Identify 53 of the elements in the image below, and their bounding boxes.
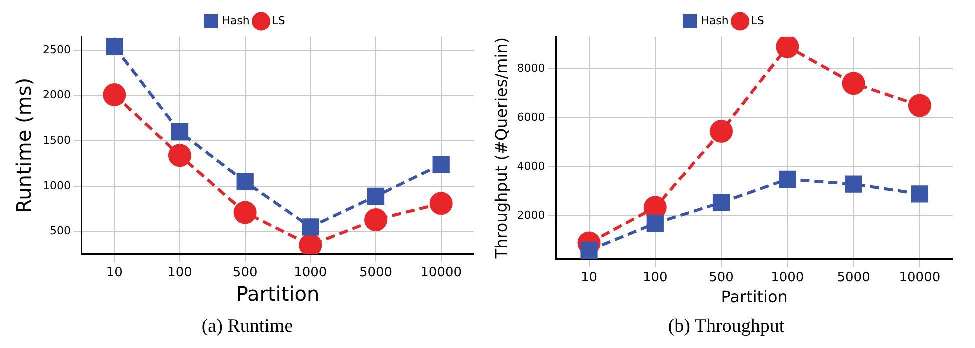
point — [580, 242, 598, 260]
point — [103, 83, 126, 106]
x-tick-label: 100 — [168, 266, 192, 281]
point — [367, 188, 385, 205]
legend-label: LS — [751, 14, 764, 28]
point — [430, 192, 453, 216]
y-tick-label: 2000 — [42, 88, 71, 102]
point — [911, 186, 929, 203]
point — [236, 173, 254, 191]
point — [299, 234, 322, 254]
x-tick-label: 5000 — [359, 266, 393, 281]
point — [779, 170, 796, 188]
x-tick-label: 10 — [106, 266, 123, 281]
x-tick-label: 1000 — [294, 266, 328, 281]
text: (a) Runtime — [200, 316, 294, 338]
legend-label: Hash — [701, 14, 729, 28]
point — [171, 124, 189, 141]
x-tick-label: 100 — [642, 270, 668, 286]
y-axis-title: Runtime (ms) — [12, 78, 36, 214]
y-tick-label: 500 — [50, 224, 71, 238]
point — [842, 72, 866, 96]
text: (b) Throughput — [667, 316, 786, 338]
y-tick-label: 1000 — [42, 179, 71, 192]
y-tick-label: 4000 — [517, 160, 546, 173]
legend-label: Hash — [222, 14, 250, 28]
y-axis-title: Throughput (#Queries/min) — [492, 37, 511, 260]
x-tick-label: 500 — [232, 266, 258, 281]
point — [646, 215, 664, 232]
point — [106, 38, 124, 56]
x-axis-title: Partition — [721, 288, 788, 307]
x-tick-label: 10000 — [899, 270, 941, 286]
x-tick-label: 5000 — [837, 270, 870, 286]
y-tick-label: 6000 — [517, 110, 546, 124]
y-tick-label: 8000 — [517, 62, 546, 75]
legend-label: LS — [272, 14, 286, 28]
point — [168, 144, 192, 168]
point — [234, 201, 257, 224]
y-tick-label: 2000 — [517, 209, 546, 222]
x-axis-title: Partition — [236, 282, 320, 306]
point — [710, 120, 734, 144]
point — [845, 176, 862, 193]
x-tick-label: 500 — [709, 270, 734, 286]
point — [364, 208, 388, 232]
x-tick-label: 10000 — [420, 266, 462, 281]
point — [712, 194, 730, 212]
y-tick-label: 1500 — [42, 134, 71, 148]
y-tick-label: 2500 — [42, 43, 71, 56]
x-tick-label: 1000 — [771, 270, 804, 286]
point — [908, 94, 932, 118]
point — [432, 156, 450, 174]
point — [776, 37, 800, 58]
point — [302, 218, 320, 236]
x-tick-label: 10 — [580, 270, 598, 286]
